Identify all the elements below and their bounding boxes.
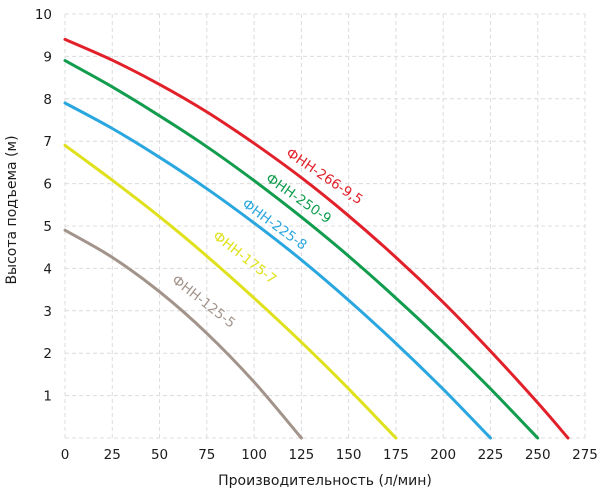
y-tick-label: 2: [43, 346, 52, 362]
y-axis-title: Высота подъема (м): [4, 135, 20, 284]
x-tick-label: 75: [198, 447, 215, 463]
y-tick-label: 6: [43, 177, 52, 193]
y-tick-label: 10: [35, 7, 52, 23]
pump-curve-4: [63, 143, 398, 440]
tick-layer: 0 25 50 75 100 125 150 175 200 225 250 275 1 2 3 4 5 6 7 8 9…: [35, 7, 598, 463]
x-tick-label: 250: [525, 447, 551, 463]
x-tick-label: 175: [383, 447, 409, 463]
x-tick-label: 275: [572, 447, 598, 463]
curve-layer: [63, 37, 570, 440]
x-tick-label: 25: [104, 447, 121, 463]
pump-curve-1: [63, 37, 570, 440]
x-tick-label: 150: [336, 447, 362, 463]
curve-label-layer: ФНН-266-9,5ФНН-250-9ФНН-225-8ФНН-175-7ФН…: [169, 145, 366, 331]
x-tick-label: 200: [430, 447, 456, 463]
y-tick-label: 9: [43, 49, 52, 65]
y-tick-label: 5: [43, 219, 52, 235]
x-tick-label: 225: [478, 447, 504, 463]
x-tick-label: 100: [241, 447, 267, 463]
pump-curve-3: [63, 101, 492, 440]
pump-curve-2: [63, 59, 540, 440]
y-tick-label: 4: [43, 261, 52, 277]
x-tick-label: 50: [151, 447, 168, 463]
y-tick-label: 3: [43, 304, 52, 320]
x-tick-label: 0: [61, 447, 70, 463]
plot-grid: [64, 13, 586, 439]
y-tick-label: 7: [43, 134, 52, 150]
pump-curve-5: [63, 228, 303, 440]
curve-label-4: ФНН-175-7: [210, 228, 280, 287]
y-tick-label: 8: [43, 92, 52, 108]
x-tick-label: 125: [288, 447, 314, 463]
curve-label-5: ФНН-125-5: [169, 272, 239, 331]
y-tick-label: 1: [43, 389, 52, 405]
x-axis-title: Производительность (л/мин): [218, 473, 432, 489]
